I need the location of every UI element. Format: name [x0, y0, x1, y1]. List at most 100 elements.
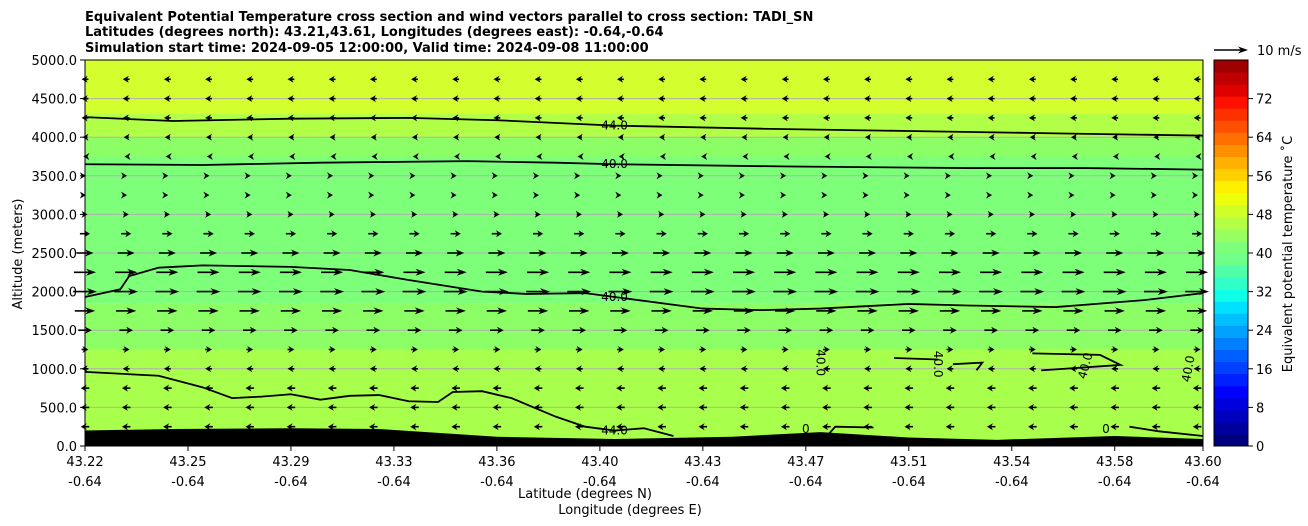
arrow-head [575, 384, 582, 392]
colorbar-tick-label-7: 56 [1256, 170, 1273, 185]
wind-vector-4-2 [163, 346, 171, 353]
wind-vector-4-16 [740, 346, 748, 353]
arrow-head [1029, 346, 1036, 353]
wind-vector-12-7 [368, 191, 375, 199]
y-tick-label-2: 1000.0 [32, 363, 78, 378]
wind-vector-17-15 [699, 95, 707, 103]
arrow-head [1069, 423, 1076, 431]
arrow-head [657, 384, 664, 392]
arrow-head [739, 384, 746, 392]
wind-vector-13-26 [1150, 172, 1157, 180]
arrow-head [414, 326, 422, 334]
wind-vector-18-24 [1070, 75, 1077, 83]
arrow-head [823, 75, 830, 83]
arrow-head [575, 423, 582, 431]
arrow-head [1150, 191, 1157, 199]
wind-vector-12-18 [821, 191, 828, 199]
arrow-head [949, 326, 957, 334]
wind-vector-7-5 [279, 288, 303, 296]
wind-vector-6-4 [239, 307, 260, 315]
arrow-head [334, 288, 345, 296]
wind-vector-17-6 [328, 95, 336, 103]
y-tick-label-1: 500.0 [40, 401, 77, 416]
arrow-head [744, 326, 751, 334]
wind-vector-4-21 [946, 346, 954, 353]
wind-vector-1-20 [904, 403, 914, 411]
wind-vector-9-16 [735, 249, 753, 257]
arrow-head [493, 210, 500, 218]
wind-vector-6-14 [651, 307, 672, 315]
arrow-head [411, 365, 418, 373]
wind-vector-0-20 [904, 423, 914, 431]
arrow-head [910, 288, 921, 296]
arrow-head [452, 75, 459, 83]
wind-vector-11-15 [699, 210, 706, 218]
wind-vector-12-4 [244, 191, 251, 199]
arrow-head [992, 268, 1003, 276]
wind-vector-3-16 [740, 365, 748, 373]
arrow-head [991, 326, 998, 334]
wind-vector-6-19 [857, 307, 878, 315]
wind-vector-15-24 [1070, 133, 1077, 141]
wind-vector-15-19 [865, 133, 872, 141]
wind-vector-13-1 [121, 172, 128, 180]
y-tick-label-6: 3000.0 [32, 208, 78, 223]
wind-vector-1-13 [616, 403, 625, 411]
wind-vector-4-1 [122, 346, 130, 353]
arrow-head [945, 403, 952, 411]
arrow-head [743, 230, 750, 238]
arrow-head [1115, 268, 1126, 276]
colorbar-segment-25 [1214, 132, 1248, 145]
colorbar-segment-31 [1214, 60, 1248, 73]
arrow-head [373, 249, 382, 257]
wind-vector-8-7 [362, 268, 385, 276]
arrow-head [249, 326, 257, 334]
wind-vector-17-5 [287, 95, 295, 103]
quiver-key: 10 m/s [1214, 44, 1302, 59]
arrow-head [285, 172, 292, 180]
arrow-head [785, 307, 796, 315]
x-tick-label-lon-10: -0.64 [1098, 475, 1132, 490]
wind-vector-8-22 [980, 268, 1003, 276]
arrow-head [661, 326, 669, 334]
arrow-head [745, 268, 756, 276]
arrow-head [532, 191, 539, 199]
wind-vector-12-21 [944, 191, 951, 199]
wind-vector-13-10 [491, 172, 498, 180]
wind-vector-15-13 [617, 133, 624, 141]
wind-vector-13-27 [1191, 172, 1198, 180]
arrow-head [455, 326, 463, 334]
wind-vector-8-17 [774, 268, 797, 276]
wind-vector-13-4 [244, 172, 251, 180]
y-tick-label-5: 2500.0 [32, 247, 78, 262]
wind-vector-0-2 [163, 423, 172, 431]
wind-vector-13-22 [986, 172, 993, 180]
wind-vector-8-23 [1021, 268, 1044, 276]
wind-vector-4-11 [534, 346, 542, 353]
arrow-head [864, 95, 871, 103]
wind-vector-3-13 [617, 365, 624, 373]
wind-vector-0-19 [863, 423, 872, 431]
wind-vector-9-27 [1188, 249, 1206, 257]
wind-vector-3-8 [411, 365, 418, 373]
wind-vector-3-5 [287, 365, 295, 373]
wind-vector-1-1 [121, 403, 131, 411]
wind-vector-12-24 [1068, 191, 1075, 199]
wind-vector-15-27 [1194, 133, 1201, 141]
arrow-head [128, 288, 139, 296]
wind-vector-0-16 [739, 423, 749, 431]
arrow-head [165, 153, 172, 160]
wind-vector-15-23 [1029, 133, 1036, 141]
wind-vector-17-14 [658, 95, 666, 103]
arrow-head [863, 403, 870, 411]
arrow-head [452, 114, 459, 122]
colorbar-segment-28 [1214, 96, 1248, 109]
wind-vector-11-22 [987, 210, 994, 218]
arrow-head [369, 384, 376, 392]
arrow-head [121, 423, 128, 431]
colorbar-segment-26 [1214, 120, 1248, 133]
arrow-head [246, 365, 253, 373]
wind-vector-0-10 [492, 423, 502, 431]
arrow-head [823, 133, 830, 141]
arrow-head [617, 114, 624, 122]
